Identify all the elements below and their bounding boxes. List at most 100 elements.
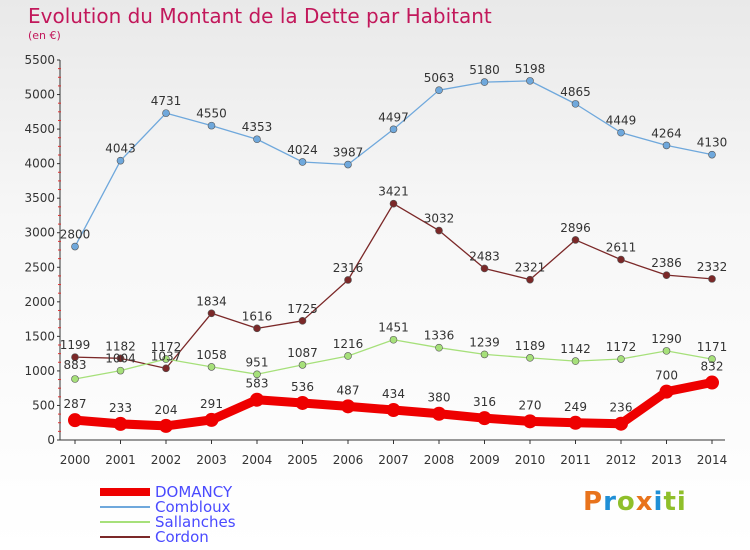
y-tick-label: 500 [32,398,55,412]
data-label-domancy: 536 [291,380,314,394]
data-label-cordon: 1182 [105,339,136,353]
x-tick-label: 2004 [242,453,273,467]
legend-label-combloux: Combloux [155,498,231,516]
series-point-cordon [571,236,580,244]
series-point-cordon [526,275,534,284]
series-point-sallanches [162,355,170,363]
legend-swatch-cordon [100,536,150,538]
y-tick-label: 1500 [24,329,55,343]
series-point-sallanches [435,343,443,352]
x-tick-label: 2001 [105,453,136,467]
data-label-combloux: 4497 [378,110,409,124]
data-label-combloux: 5180 [469,63,500,77]
data-label-cordon: 2386 [651,256,682,270]
x-tick-label: 2010 [515,453,546,467]
data-label-sallanches: 1189 [515,339,546,353]
series-point-domancy [68,413,82,428]
legend-label-sallanches: Sallanches [155,513,236,531]
data-label-cordon: 2316 [333,261,364,275]
chart-title: Evolution du Montant de la Dette par Hab… [28,4,492,28]
data-label-cordon: 1199 [60,338,91,352]
series-point-combloux [708,150,716,159]
series-point-combloux [298,158,307,166]
series-point-sallanches [253,370,261,379]
data-label-sallanches: 1290 [651,332,682,346]
series-point-combloux [617,128,625,137]
data-label-combloux: 4865 [560,85,591,99]
series-point-domancy [614,416,628,431]
data-label-domancy: 233 [109,401,132,415]
series-point-sallanches [526,354,534,362]
legend-label-cordon: Cordon [155,528,209,546]
series-point-domancy [341,399,355,414]
series-point-sallanches [708,355,716,363]
data-label-domancy: 204 [155,403,178,417]
data-label-sallanches: 1058 [196,348,227,362]
data-label-combloux: 4024 [287,143,318,157]
legend-label-domancy: DOMANCY [155,483,233,501]
data-label-sallanches: 951 [246,355,269,369]
x-tick-label: 2003 [196,453,227,467]
series-point-domancy [295,395,310,410]
y-tick-label: 1000 [24,364,55,378]
data-label-domancy: 249 [564,400,587,414]
data-label-domancy: 583 [246,377,269,391]
series-point-combloux [71,242,79,251]
data-label-sallanches: 1004 [105,352,136,366]
data-label-cordon: 3421 [378,185,409,199]
data-label-domancy: 291 [200,397,223,411]
data-label-sallanches: 1142 [560,342,591,356]
x-tick-label: 2005 [287,453,318,467]
series-point-domancy [113,416,128,431]
y-tick-label: 2000 [24,295,55,309]
legend-swatch-sallanches [100,521,150,523]
series-point-combloux [480,78,489,86]
data-label-domancy: 487 [337,383,360,397]
series-point-combloux [389,125,398,134]
data-label-sallanches: 1336 [424,329,455,343]
series-point-combloux [571,100,580,108]
series-point-cordon [389,199,398,208]
series-point-domancy [204,412,219,427]
series-point-domancy [705,375,719,390]
data-label-cordon: 1725 [287,302,318,316]
series-point-combloux [207,121,216,130]
data-label-combloux: 3987 [333,146,364,160]
series-point-cordon [253,324,261,333]
x-tick-label: 2013 [651,453,682,467]
x-tick-label: 2006 [333,453,364,467]
series-point-sallanches [116,366,125,375]
data-label-combloux: 5063 [424,71,455,85]
series-point-cordon [207,309,216,318]
y-tick-label: 3500 [24,191,55,205]
series-point-sallanches [571,357,580,365]
series-point-cordon [480,264,489,273]
logo-letter: x [635,487,654,517]
series-point-cordon [71,353,79,361]
series-point-combloux [253,135,261,144]
y-tick-label: 0 [47,433,55,447]
series-point-combloux [435,86,443,94]
data-label-cordon: 1037 [151,349,182,363]
series-point-domancy [159,418,173,433]
series-point-domancy [568,415,583,430]
series-point-sallanches [617,355,625,363]
data-label-sallanches: 1451 [378,321,409,335]
data-label-combloux: 4353 [242,120,273,134]
data-label-combloux: 4264 [651,126,682,140]
legend-swatch-domancy [100,488,150,496]
data-label-combloux: 4731 [151,94,182,108]
data-label-cordon: 2483 [469,249,500,263]
data-label-combloux: 2800 [60,228,91,242]
legend-swatch-combloux [100,506,150,508]
data-label-domancy: 236 [610,401,633,415]
logo-letter: i [676,487,687,517]
data-label-cordon: 2332 [697,260,728,274]
series-point-sallanches [71,375,79,383]
data-label-domancy: 700 [655,369,678,383]
series-point-domancy [432,406,446,421]
logo-letter: i [653,487,664,517]
data-label-sallanches: 883 [64,358,87,372]
series-point-sallanches [207,363,216,371]
